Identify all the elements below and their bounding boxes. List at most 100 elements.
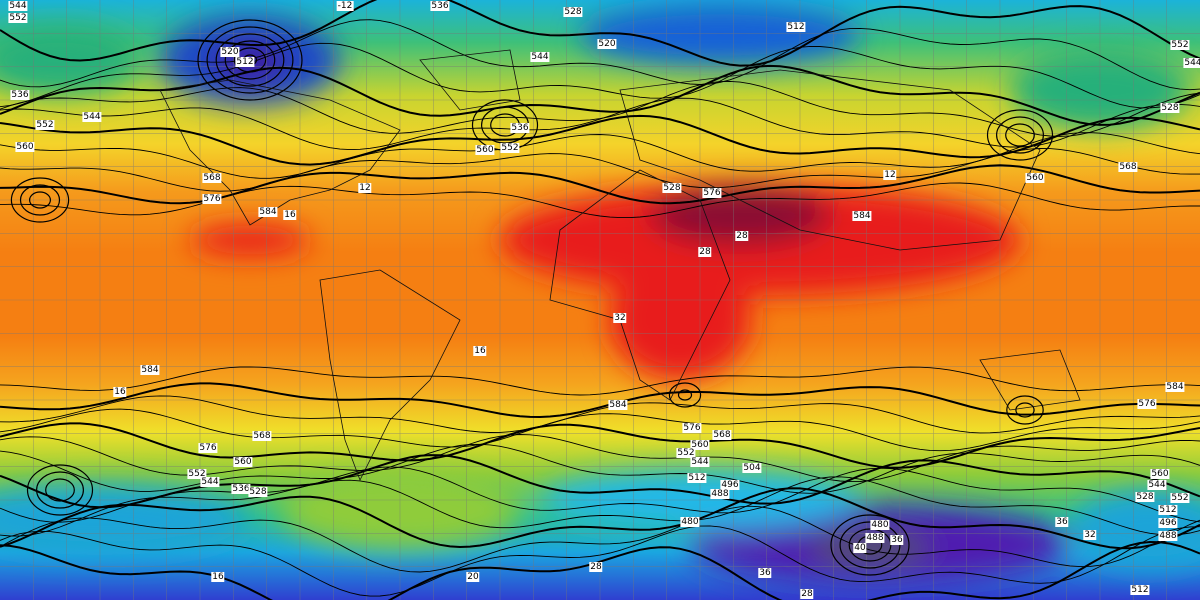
contour-label: 536 <box>510 123 530 133</box>
coastline <box>319 269 461 481</box>
closed-contour <box>26 464 94 516</box>
contour-label: 496 <box>1158 518 1178 528</box>
contour-label: 552 <box>35 120 55 130</box>
contour-label: 40 <box>853 543 867 553</box>
contour-label: 584 <box>258 207 278 217</box>
contour-line <box>0 487 1200 550</box>
cold-core <box>580 5 860 65</box>
contour-label: 36 <box>1055 517 1069 527</box>
contour-label: 568 <box>712 430 732 440</box>
contour-label: 36 <box>758 568 772 578</box>
contour-line <box>0 0 1200 67</box>
contour-line <box>0 382 1200 419</box>
closed-contour <box>995 116 1044 154</box>
contour-label: 496 <box>720 480 740 490</box>
contour-label: 552 <box>1170 493 1190 503</box>
contour-label: 16 <box>283 210 297 220</box>
closed-contour <box>1005 123 1035 147</box>
closed-contour <box>1006 395 1044 425</box>
contour-label: 488 <box>710 489 730 499</box>
contour-label: 12 <box>358 183 372 193</box>
contour-label: 520 <box>597 39 617 49</box>
contour-line <box>0 164 1200 205</box>
contour-label: 16 <box>211 572 225 582</box>
coastline <box>619 69 1041 251</box>
contour-label: 12 <box>883 170 897 180</box>
contour-label: 28 <box>698 247 712 257</box>
contour-line <box>0 505 1200 573</box>
contour-label: 544 <box>530 52 550 62</box>
contour-line <box>0 454 1200 509</box>
contour-label: 28 <box>735 231 749 241</box>
contour-label: 16 <box>473 346 487 356</box>
contour-label: 536 <box>231 484 251 494</box>
closed-contour <box>10 177 70 223</box>
contour-label: 488 <box>1158 531 1178 541</box>
contour-label: 552 <box>8 13 28 23</box>
contour-label: 528 <box>563 7 583 17</box>
contour-label: 512 <box>235 57 255 67</box>
hot-zone <box>610 260 750 380</box>
contour-label: 528 <box>1160 103 1180 113</box>
contour-label: 576 <box>702 188 722 198</box>
cold-zone <box>0 485 250 555</box>
contour-label: 560 <box>1150 469 1170 479</box>
contour-label: 560 <box>1025 173 1045 183</box>
contour-label: 544 <box>1183 58 1200 68</box>
contour-label: 552 <box>187 469 207 479</box>
contour-label: 552 <box>500 143 520 153</box>
contour-line <box>0 182 1200 219</box>
contour-label: 536 <box>430 1 450 11</box>
contour-label: 576 <box>198 443 218 453</box>
contour-label: 20 <box>466 572 480 582</box>
contour-label: 552 <box>1170 40 1190 50</box>
contour-label: 504 <box>742 463 762 473</box>
contour-label: 584 <box>1165 382 1185 392</box>
contour-label: 32 <box>1083 530 1097 540</box>
contour-line <box>0 97 1200 151</box>
contour-line <box>0 408 1200 452</box>
closed-contour <box>839 521 901 569</box>
closed-contour <box>197 19 303 101</box>
closed-contour <box>677 389 693 401</box>
contour-label: 512 <box>1158 505 1178 515</box>
contour-line <box>0 366 1200 396</box>
contour-label: 512 <box>786 22 806 32</box>
contour-label: 480 <box>680 517 700 527</box>
contour-label: 560 <box>233 457 253 467</box>
contour-label: 528 <box>248 487 268 497</box>
contour-line <box>0 540 1200 600</box>
contour-label: 576 <box>1137 399 1157 409</box>
contour-label: 568 <box>202 173 222 183</box>
closed-contour <box>848 528 892 562</box>
contour-label: 544 <box>690 457 710 467</box>
closed-contour <box>29 191 51 209</box>
contour-label: 544 <box>8 1 28 11</box>
contour-label: 568 <box>1118 162 1138 172</box>
contour-label: 528 <box>1135 492 1155 502</box>
contour-label: 576 <box>202 194 222 204</box>
closed-contour <box>45 478 75 502</box>
contour-label: 552 <box>676 448 696 458</box>
contour-line <box>0 19 1200 91</box>
contour-label: 560 <box>690 440 710 450</box>
closed-contour <box>668 382 702 408</box>
contour-label: 560 <box>15 142 35 152</box>
contour-label: 36 <box>890 535 904 545</box>
contour-label: 32 <box>613 313 627 323</box>
closed-contour <box>830 514 910 576</box>
contour-label: -12 <box>336 1 354 11</box>
closed-contour <box>233 47 267 73</box>
contour-label: 480 <box>870 520 890 530</box>
contour-label: 584 <box>140 365 160 375</box>
contour-label: 584 <box>608 400 628 410</box>
closed-contour <box>215 33 285 87</box>
closed-contour <box>206 26 294 94</box>
contour-label: 528 <box>662 183 682 193</box>
closed-contour <box>224 40 276 80</box>
contour-label: 576 <box>682 423 702 433</box>
